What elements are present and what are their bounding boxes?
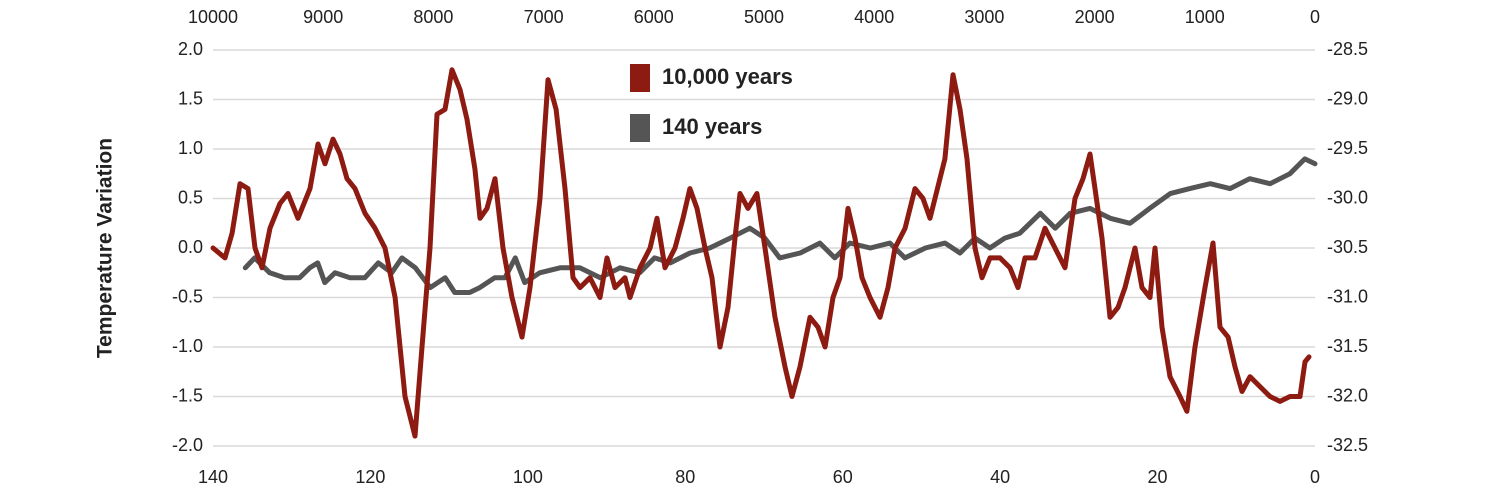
- y-tick-label: 1.5: [178, 88, 203, 108]
- x2-tick-label: 10000: [188, 7, 238, 27]
- legend-label: 140 years: [662, 114, 762, 139]
- legend-swatch: [630, 114, 650, 142]
- y2-tick-label: -31.5: [1327, 336, 1368, 356]
- x2-tick-label: 5000: [744, 7, 784, 27]
- x2-tick-label: 0: [1310, 7, 1320, 27]
- series-line: [210, 67, 1312, 439]
- y2-tick-label: -30.0: [1327, 187, 1368, 207]
- x-tick-label: 100: [513, 467, 543, 487]
- x-tick-label: 0: [1310, 467, 1320, 487]
- x-tick-label: 20: [1148, 467, 1168, 487]
- legend-label: 10,000 years: [662, 64, 793, 89]
- x-tick-label: 60: [833, 467, 853, 487]
- x2-tick-label: 7000: [524, 7, 564, 27]
- series-line: [242, 156, 1318, 295]
- y-tick-label: 0.5: [178, 187, 203, 207]
- legend-swatch: [630, 64, 650, 92]
- y-tick-label: 0.0: [178, 237, 203, 257]
- x2-tick-label: 2000: [1075, 7, 1115, 27]
- x-tick-label: 40: [990, 467, 1010, 487]
- y-tick-label: -1.0: [172, 336, 203, 356]
- y-tick-label: 1.0: [178, 138, 203, 158]
- y2-tick-label: -29.0: [1327, 88, 1368, 108]
- y2-tick-label: -29.5: [1327, 138, 1368, 158]
- y2-tick-label: -31.0: [1327, 286, 1368, 306]
- x-tick-label: 80: [675, 467, 695, 487]
- x-tick-label: 140: [198, 467, 228, 487]
- y-tick-label: -2.0: [172, 435, 203, 455]
- y2-tick-label: -32.5: [1327, 435, 1368, 455]
- y2-tick-label: -28.5: [1327, 39, 1368, 59]
- x-tick-label: 120: [355, 467, 385, 487]
- x2-tick-label: 1000: [1185, 7, 1225, 27]
- x2-tick-label: 4000: [854, 7, 894, 27]
- x2-tick-label: 6000: [634, 7, 674, 27]
- y-tick-label: -1.5: [172, 385, 203, 405]
- x2-tick-label: 3000: [964, 7, 1004, 27]
- y-tick-label: 2.0: [178, 39, 203, 59]
- x2-tick-label: 8000: [413, 7, 453, 27]
- y2-tick-label: -32.0: [1327, 385, 1368, 405]
- y-tick-label: -0.5: [172, 286, 203, 306]
- x2-tick-label: 9000: [303, 7, 343, 27]
- y2-tick-label: -30.5: [1327, 237, 1368, 257]
- y-axis-title: Temperature Variation: [94, 138, 117, 358]
